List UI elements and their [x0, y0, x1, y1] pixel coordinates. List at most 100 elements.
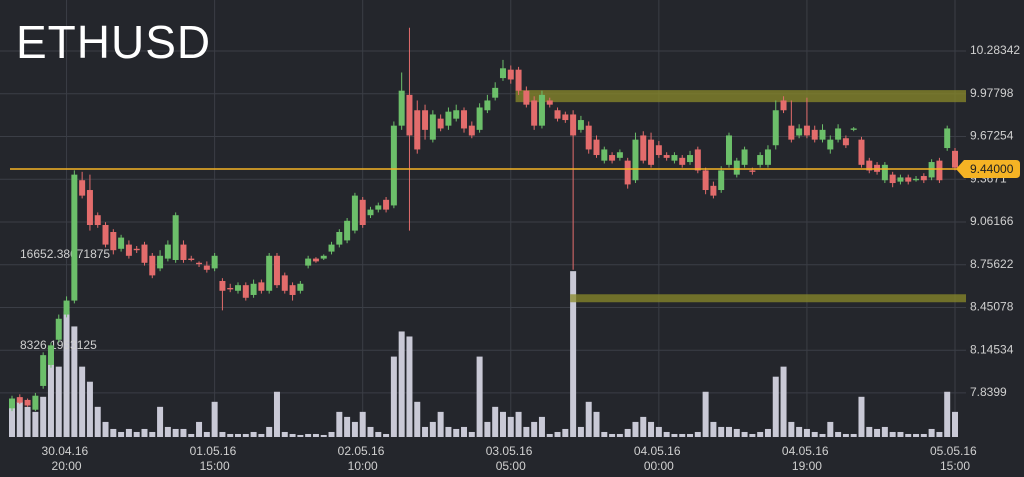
- candle-body: [499, 68, 506, 79]
- volume-bar: [110, 428, 117, 437]
- x-tick-label-line: 15:00: [200, 459, 230, 473]
- volume-bar: [718, 426, 725, 437]
- candle-body: [803, 125, 810, 136]
- candle-body: [258, 282, 265, 291]
- candle-body: [468, 125, 475, 136]
- volume-bar: [842, 433, 849, 437]
- volume-bar: [227, 433, 234, 437]
- candle-body: [601, 149, 608, 161]
- volume-bar: [164, 426, 171, 437]
- candle-body: [422, 110, 429, 130]
- volume-bar: [803, 428, 810, 437]
- candle-body: [344, 220, 351, 241]
- candle-body: [796, 128, 803, 136]
- volume-bar: [16, 401, 23, 437]
- candle-body: [359, 199, 366, 226]
- candle-body: [312, 258, 319, 262]
- x-tick-label-line: 04.05.16: [634, 444, 684, 458]
- volume-bar: [663, 431, 670, 437]
- price-tag: [956, 160, 1020, 179]
- volume-bar: [609, 433, 616, 437]
- volume-bar: [102, 421, 109, 437]
- candle-body: [86, 190, 93, 226]
- volume-bar: [406, 336, 413, 437]
- candle-body: [827, 139, 834, 150]
- candle-body: [437, 118, 444, 129]
- volume-bar: [936, 431, 943, 437]
- candle-body: [492, 87, 499, 98]
- candle-body: [227, 287, 234, 290]
- candle-body: [780, 100, 787, 111]
- candle-body: [289, 285, 296, 295]
- x-tick-label: 30.04.16 20:00: [42, 444, 92, 473]
- candle-body: [570, 114, 577, 136]
- volume-bar: [835, 431, 842, 437]
- volume-bar: [546, 433, 553, 437]
- candle-body: [577, 120, 584, 130]
- volume-bar: [531, 421, 538, 437]
- volume-bar: [266, 426, 273, 437]
- candle-body: [889, 174, 896, 184]
- candle-body: [149, 255, 156, 276]
- volume-bar: [203, 431, 210, 437]
- candle-body: [24, 399, 31, 406]
- candle-body: [819, 129, 826, 140]
- candle-body: [913, 178, 920, 181]
- volume-bar: [679, 433, 686, 437]
- volume-bar: [624, 428, 631, 437]
- candle-body: [203, 265, 210, 270]
- candle-body: [632, 139, 639, 181]
- x-tick-label-line: 15:00: [940, 459, 970, 473]
- volume-bar: [133, 431, 140, 437]
- volume-bar: [944, 391, 951, 437]
- volume-bar: [741, 431, 748, 437]
- candle-body: [9, 398, 15, 409]
- candle-body: [235, 285, 242, 291]
- volume-bar: [351, 421, 358, 437]
- candle-body: [593, 139, 600, 156]
- candle-body: [507, 69, 514, 80]
- candle-body: [406, 94, 413, 136]
- volume-bar: [157, 406, 164, 437]
- candle-body: [453, 110, 460, 119]
- volume-bar: [235, 433, 242, 437]
- volume-bar: [437, 411, 444, 437]
- candle-body: [476, 107, 483, 130]
- y-tick-label: 9.67254: [970, 129, 1014, 143]
- volume-bar: [538, 416, 545, 437]
- candle-body: [32, 395, 39, 410]
- candle-body: [266, 255, 273, 291]
- candle-body: [531, 100, 538, 126]
- volume-bar: [928, 428, 935, 437]
- volume-bar: [47, 356, 54, 437]
- volume-bar: [780, 366, 787, 437]
- volume-bar: [196, 421, 203, 437]
- candle-body: [110, 232, 117, 251]
- y-tick-label: 8.45078: [970, 300, 1014, 314]
- volume-bar: [32, 411, 39, 437]
- volume-bar: [461, 426, 468, 437]
- candle-body: [694, 149, 701, 171]
- candle-body: [835, 128, 842, 140]
- volume-bar: [289, 433, 296, 437]
- candle-body: [920, 176, 927, 181]
- volume-bar: [655, 426, 662, 437]
- volume-bar: [390, 356, 397, 437]
- x-tick-label-line: 19:00: [792, 459, 822, 473]
- volume-bar: [593, 411, 600, 437]
- volume-bar: [632, 421, 639, 437]
- candle-body: [219, 280, 226, 291]
- volume-bar: [398, 331, 405, 437]
- candle-body: [102, 225, 109, 245]
- volume-bar: [55, 366, 62, 437]
- volume-bar: [94, 406, 101, 437]
- candle-body: [811, 129, 818, 140]
- candle-body: [655, 145, 662, 156]
- candle-body: [141, 244, 148, 263]
- candle-body: [718, 170, 725, 191]
- candle-body: [663, 155, 670, 158]
- x-tick-label-line: 05.05.16: [930, 444, 980, 458]
- price-tag-label: 9.44000: [970, 162, 1014, 176]
- volume-bar: [616, 433, 623, 437]
- candle-body: [679, 157, 686, 165]
